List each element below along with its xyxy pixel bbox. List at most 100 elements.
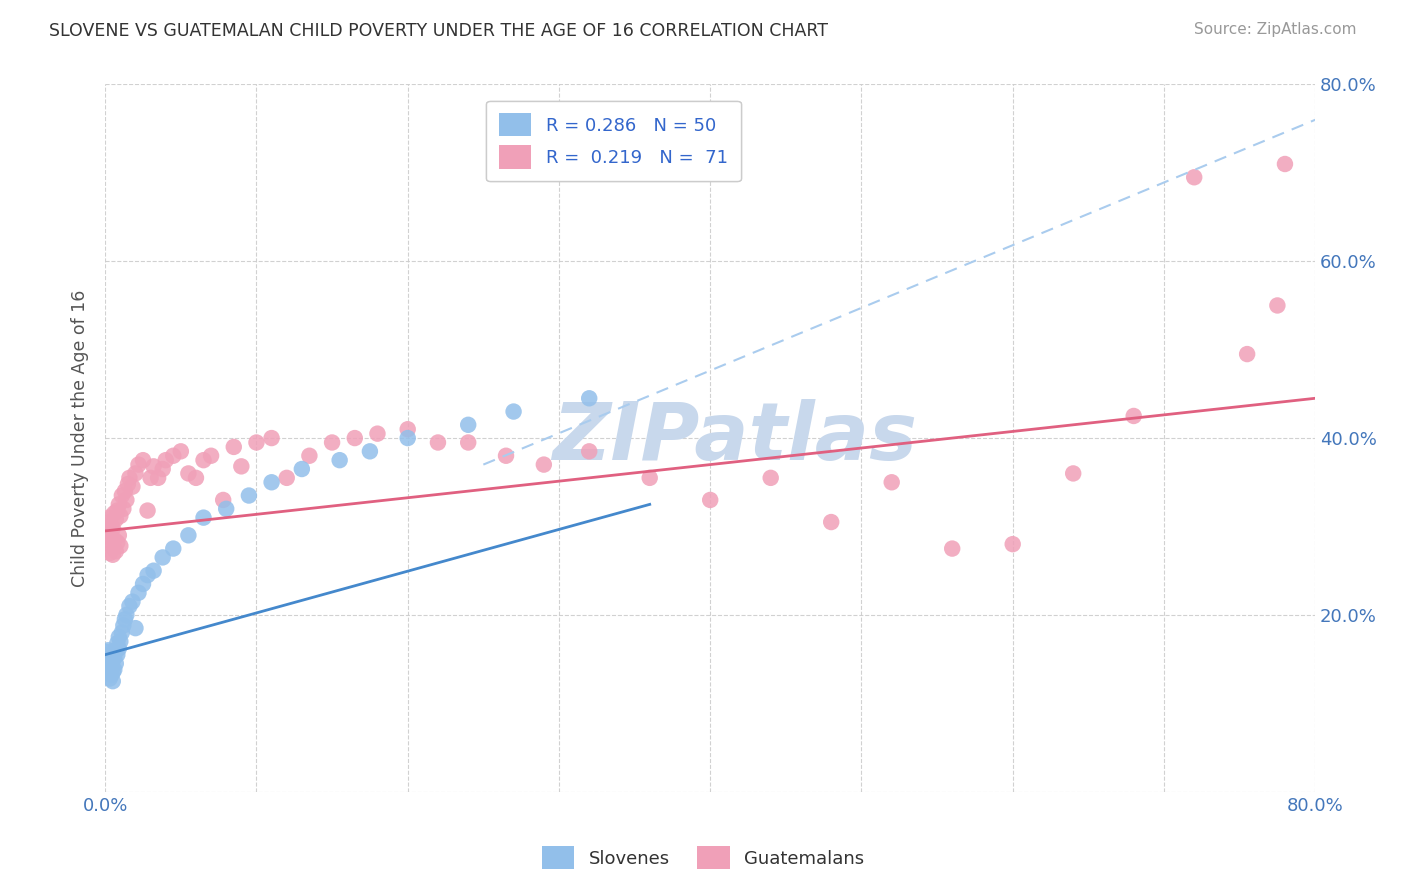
Point: [101, 665, 124, 680]
Point: [359, 444, 381, 458]
Point: [457, 435, 479, 450]
Point: [112, 618, 135, 632]
Point: [96, 649, 118, 664]
Point: [97, 510, 120, 524]
Point: [101, 521, 124, 535]
Point: [396, 422, 419, 436]
Legend: Slovenes, Guatemalans: Slovenes, Guatemalans: [533, 838, 873, 879]
Point: [97, 533, 120, 547]
Point: [162, 541, 184, 556]
Point: [1236, 347, 1258, 361]
Point: [132, 577, 155, 591]
Point: [193, 510, 215, 524]
Point: [103, 663, 125, 677]
Point: [152, 462, 174, 476]
Point: [495, 449, 517, 463]
Point: [114, 484, 136, 499]
Point: [343, 431, 366, 445]
Point: [108, 497, 131, 511]
Point: [1274, 157, 1296, 171]
Point: [136, 568, 159, 582]
Point: [396, 431, 419, 445]
Point: [115, 607, 138, 622]
Point: [97, 665, 120, 680]
Point: [578, 392, 600, 406]
Point: [118, 599, 141, 613]
Point: [103, 650, 125, 665]
Point: [200, 449, 222, 463]
Point: [142, 564, 165, 578]
Point: [759, 471, 782, 485]
Point: [98, 546, 121, 560]
Point: [276, 471, 298, 485]
Point: [146, 471, 169, 485]
Point: [105, 535, 128, 549]
Point: [98, 663, 121, 677]
Point: [100, 648, 122, 662]
Point: [96, 645, 118, 659]
Point: [426, 435, 449, 450]
Point: [105, 648, 128, 662]
Point: [638, 471, 661, 485]
Point: [139, 471, 162, 485]
Point: [366, 426, 388, 441]
Point: [101, 654, 124, 668]
Point: [321, 435, 343, 450]
Point: [100, 661, 122, 675]
Point: [298, 449, 321, 463]
Point: [98, 530, 121, 544]
Point: [96, 654, 118, 668]
Point: [111, 489, 134, 503]
Point: [100, 519, 122, 533]
Point: [152, 550, 174, 565]
Point: [142, 459, 165, 474]
Point: [97, 659, 120, 673]
Point: [104, 512, 127, 526]
Point: [100, 668, 122, 682]
Point: [820, 515, 842, 529]
Point: [155, 453, 177, 467]
Point: [98, 515, 121, 529]
Point: [121, 594, 143, 608]
Point: [245, 435, 267, 450]
Point: [1122, 409, 1144, 423]
Point: [127, 586, 149, 600]
Point: [260, 431, 283, 445]
Point: [112, 501, 135, 516]
Point: [101, 548, 124, 562]
Point: [260, 475, 283, 490]
Point: [115, 492, 138, 507]
Point: [124, 467, 146, 481]
Point: [98, 672, 121, 686]
Point: [177, 467, 200, 481]
Point: [215, 501, 238, 516]
Point: [108, 630, 131, 644]
Point: [193, 453, 215, 467]
Text: Source: ZipAtlas.com: Source: ZipAtlas.com: [1194, 22, 1357, 37]
Point: [184, 471, 207, 485]
Point: [97, 643, 120, 657]
Point: [108, 641, 131, 656]
Point: [121, 480, 143, 494]
Point: [101, 674, 124, 689]
Point: [104, 657, 127, 671]
Point: [97, 652, 120, 666]
Point: [162, 449, 184, 463]
Point: [1182, 170, 1205, 185]
Point: [502, 404, 524, 418]
Point: [212, 492, 235, 507]
Point: [457, 417, 479, 432]
Point: [110, 508, 132, 523]
Point: [941, 541, 963, 556]
Y-axis label: Child Poverty Under the Age of 16: Child Poverty Under the Age of 16: [72, 289, 89, 587]
Point: [105, 636, 128, 650]
Point: [1001, 537, 1024, 551]
Point: [222, 440, 245, 454]
Point: [104, 544, 127, 558]
Point: [98, 657, 121, 671]
Point: [103, 533, 125, 547]
Point: [699, 492, 721, 507]
Point: [880, 475, 903, 490]
Point: [127, 458, 149, 472]
Point: [103, 506, 125, 520]
